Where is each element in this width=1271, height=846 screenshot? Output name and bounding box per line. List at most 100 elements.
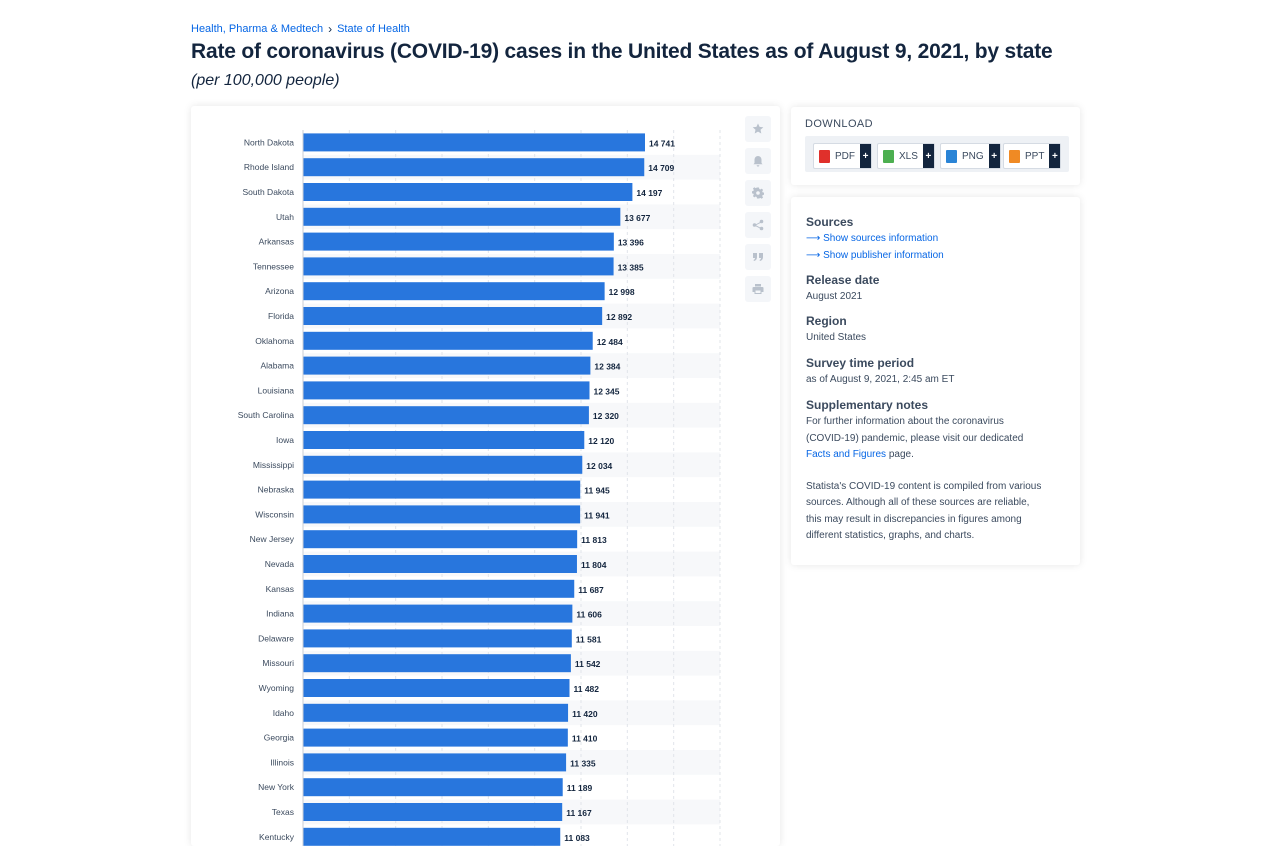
value-label: 11 542	[575, 659, 601, 669]
bar-indiana	[303, 604, 573, 623]
value-label: 11 083	[564, 833, 590, 843]
category-label: Mississippi	[253, 460, 294, 470]
bar-tennessee	[303, 257, 614, 276]
xls-file-icon	[883, 149, 894, 163]
page-subtitle: (per 100,000 people)	[191, 72, 340, 89]
value-label: 11 482	[573, 684, 599, 694]
category-label: Wyoming	[259, 683, 295, 693]
category-label: Louisiana	[258, 385, 295, 395]
bar-missouri	[303, 654, 571, 673]
value-label: 11 410	[572, 734, 598, 744]
notification-button[interactable]	[745, 148, 771, 174]
cite-button[interactable]	[745, 244, 771, 270]
category-label: South Carolina	[238, 410, 295, 420]
bar-illinois	[303, 753, 567, 772]
value-label: 11 167	[566, 808, 592, 818]
download-ppt-button[interactable]: PPT +	[1003, 143, 1062, 169]
category-label: Florida	[268, 311, 294, 321]
value-label: 11 813	[581, 535, 607, 545]
bar-idaho	[303, 703, 569, 722]
release-date-section: Release date August 2021	[806, 272, 879, 306]
release-date-value: August 2021	[806, 291, 863, 302]
download-xls-label: XLS	[899, 150, 918, 162]
download-xls-plus[interactable]: +	[922, 144, 934, 168]
survey-period-section: Survey time period as of August 9, 2021,…	[806, 355, 954, 389]
print-icon	[752, 284, 764, 294]
value-label: 11 804	[581, 560, 607, 570]
notes-p2-line-2: sources. Although all of these sources a…	[806, 497, 1030, 508]
value-label: 11 606	[576, 610, 602, 620]
region-value: United States	[806, 332, 867, 343]
value-label: 11 581	[576, 634, 602, 644]
value-label: 12 120	[588, 436, 614, 446]
bar-iowa	[303, 431, 585, 449]
show-sources-link[interactable]: ⟶ Show sources information	[806, 233, 939, 244]
notes-line-1: For further information about the corona…	[806, 416, 1004, 427]
category-label: Missouri	[262, 658, 294, 668]
statistic-details-panel: Sources ⟶ Show sources information ⟶ Sho…	[791, 197, 1080, 565]
value-label: 14 197	[636, 188, 662, 198]
quote-icon	[753, 253, 763, 261]
notes-p2-line-1: Statista's COVID-19 content is compiled …	[806, 480, 1042, 492]
notes-line-2: (COVID-19) pandemic, please visit our de…	[806, 432, 1024, 444]
notes-p2-line-3: this may result in discrepancies in figu…	[806, 513, 1022, 525]
category-label: Nebraska	[258, 485, 295, 495]
facts-and-figures-link[interactable]: Facts and Figures	[806, 449, 887, 460]
value-label: 12 345	[593, 386, 619, 396]
category-label: Kentucky	[259, 832, 295, 842]
download-png-button[interactable]: PNG +	[940, 143, 1001, 169]
bar-oklahoma	[303, 331, 593, 350]
bar-rhode-island	[303, 158, 645, 177]
bar-delaware	[303, 629, 572, 648]
release-date-heading: Release date	[806, 273, 880, 287]
settings-button[interactable]	[745, 180, 771, 206]
category-label: Utah	[276, 212, 294, 222]
chart-toolbar	[745, 116, 771, 302]
value-label: 11 941	[584, 510, 610, 520]
favorite-button[interactable]	[745, 116, 771, 142]
value-label: 11 687	[578, 585, 604, 595]
download-panel: DOWNLOAD PDF + XLS + PNG + PPT +	[791, 107, 1080, 185]
download-pdf-button[interactable]: PDF +	[813, 143, 872, 169]
category-label: Nevada	[265, 559, 295, 569]
supplementary-notes-section: Supplementary notes For further informat…	[806, 397, 1041, 545]
category-label: Arizona	[265, 286, 294, 296]
bar-texas	[303, 803, 563, 821]
value-label: 13 396	[618, 238, 644, 248]
breadcrumb-health-pharma-medtech[interactable]: Health, Pharma & Medtech	[191, 23, 324, 35]
value-label: 12 998	[609, 287, 635, 297]
bar-south-carolina	[303, 406, 589, 425]
value-label: 11 420	[572, 709, 598, 719]
region-heading: Region	[806, 314, 847, 328]
value-label: 13 677	[624, 213, 650, 223]
download-pdf-plus[interactable]: +	[860, 144, 871, 168]
page-title: Rate of coronavirus (COVID-19) cases in …	[191, 40, 1053, 63]
share-button[interactable]	[745, 212, 771, 238]
category-label: Wisconsin	[255, 509, 294, 519]
bar-new-jersey	[303, 530, 578, 549]
category-label: North Dakota	[244, 137, 294, 147]
bar-new-york	[303, 778, 563, 797]
category-label: New York	[258, 782, 295, 792]
download-ppt-plus[interactable]: +	[1049, 144, 1061, 168]
value-label: 12 034	[586, 461, 612, 471]
download-png-plus[interactable]: +	[988, 144, 1000, 168]
bar-chart: North Dakota 14 741 Rhode Island 14 709 Sout…	[238, 130, 721, 846]
download-xls-button[interactable]: XLS +	[877, 143, 935, 169]
print-button[interactable]	[745, 276, 771, 302]
bar-arkansas	[303, 232, 614, 251]
category-label: Idaho	[273, 708, 295, 718]
notes-p2-line-4: different statistics, graphs, and charts…	[806, 530, 975, 541]
category-label: Tennessee	[253, 261, 294, 271]
pdf-file-icon	[819, 149, 830, 163]
bar-arizona	[303, 282, 605, 301]
show-publisher-link[interactable]: ⟶ Show publisher information	[806, 249, 944, 261]
breadcrumb-state-of-health[interactable]: State of Health	[337, 23, 410, 35]
survey-period-value: as of August 9, 2021, 2:45 am ET	[806, 374, 955, 385]
bar-kentucky	[303, 827, 561, 846]
category-label: Oklahoma	[255, 336, 294, 346]
notes-after-link: page.	[886, 449, 914, 460]
download-png-label: PNG	[962, 150, 984, 162]
share-icon	[752, 219, 764, 231]
category-label: Illinois	[270, 757, 294, 767]
